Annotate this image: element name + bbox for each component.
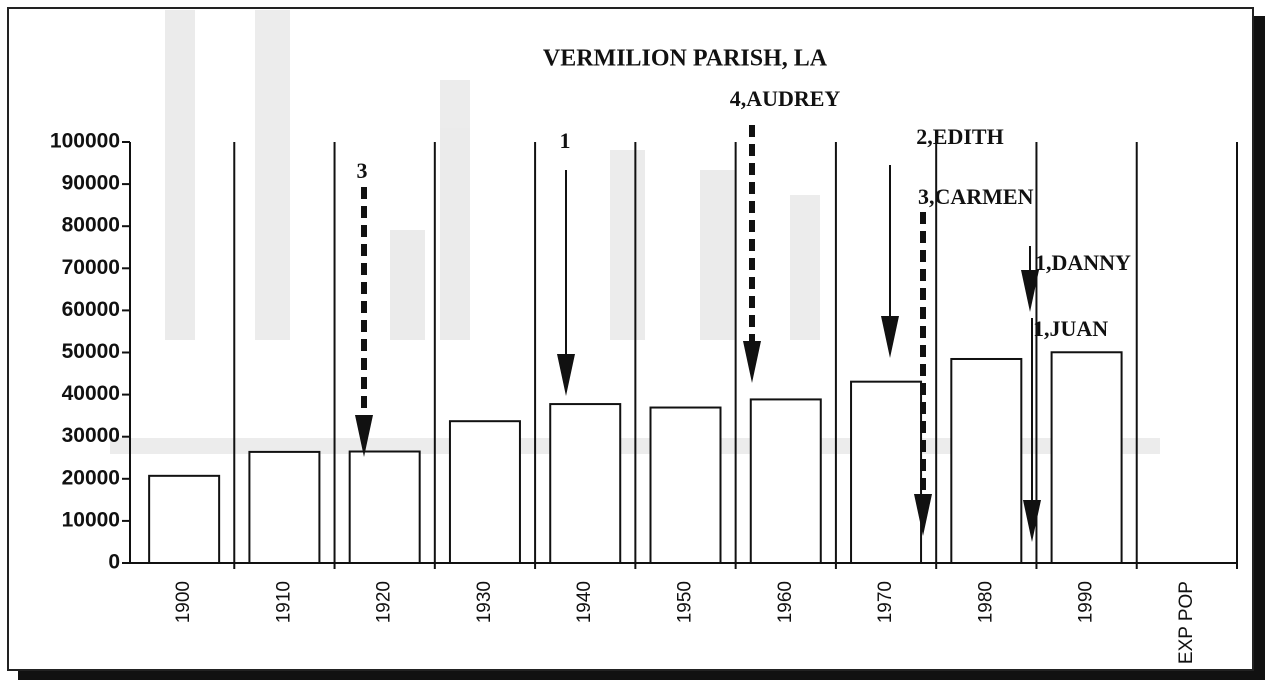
arrow-head xyxy=(1023,500,1041,542)
x-tick-label: EXP POP xyxy=(1176,581,1197,664)
bar xyxy=(248,450,321,564)
x-tick-label: 1910 xyxy=(273,581,294,623)
annotation: 1,JUAN xyxy=(1033,316,1108,341)
arrow-head xyxy=(881,316,899,358)
annotation: 3 xyxy=(357,158,368,183)
y-tick-label: 100000 xyxy=(50,130,120,153)
bar xyxy=(649,406,722,564)
y-tick-label: 0 xyxy=(108,551,120,574)
y-tick-label: 40000 xyxy=(62,382,120,405)
arrow-head xyxy=(355,415,373,457)
arrow-head xyxy=(557,354,575,396)
annotation: 4,AUDREY xyxy=(730,86,841,111)
bar xyxy=(1050,351,1123,565)
annotation: 2,EDITH xyxy=(916,124,1003,149)
bar xyxy=(448,420,521,565)
annotation: 3,CARMEN xyxy=(918,184,1034,209)
y-tick-label: 80000 xyxy=(62,214,120,237)
x-tick-label: 1940 xyxy=(574,581,595,623)
arrow-head xyxy=(914,494,932,536)
y-tick-label: 30000 xyxy=(62,424,120,447)
bar xyxy=(148,474,221,564)
arrow-head xyxy=(743,341,761,383)
x-tick-label: 1960 xyxy=(775,581,796,623)
annotation: 1 xyxy=(560,128,571,153)
bar xyxy=(348,450,421,564)
bar xyxy=(549,403,622,565)
x-tick-label: 1900 xyxy=(173,581,194,623)
y-tick-label: 10000 xyxy=(62,508,120,531)
x-tick-label: 1950 xyxy=(675,581,696,623)
x-tick-label: 1920 xyxy=(374,581,395,623)
x-tick-label: 1970 xyxy=(875,581,896,623)
bar xyxy=(850,380,923,564)
y-tick-label: 20000 xyxy=(62,466,120,489)
bar xyxy=(950,357,1023,564)
y-tick-label: 60000 xyxy=(62,298,120,321)
x-tick-label: 1990 xyxy=(1076,581,1097,623)
annotation: 1,DANNY xyxy=(1035,250,1131,275)
y-tick-label: 70000 xyxy=(62,256,120,279)
bleed-through xyxy=(110,10,1160,454)
x-tick-label: 1980 xyxy=(975,581,996,623)
y-tick-label: 50000 xyxy=(62,340,120,363)
y-tick-label: 90000 xyxy=(62,172,120,195)
x-tick-label: 1930 xyxy=(474,581,495,623)
arrow-head xyxy=(1021,270,1039,312)
bar xyxy=(749,398,822,564)
chart-title: VERMILION PARISH, LA xyxy=(543,46,828,72)
